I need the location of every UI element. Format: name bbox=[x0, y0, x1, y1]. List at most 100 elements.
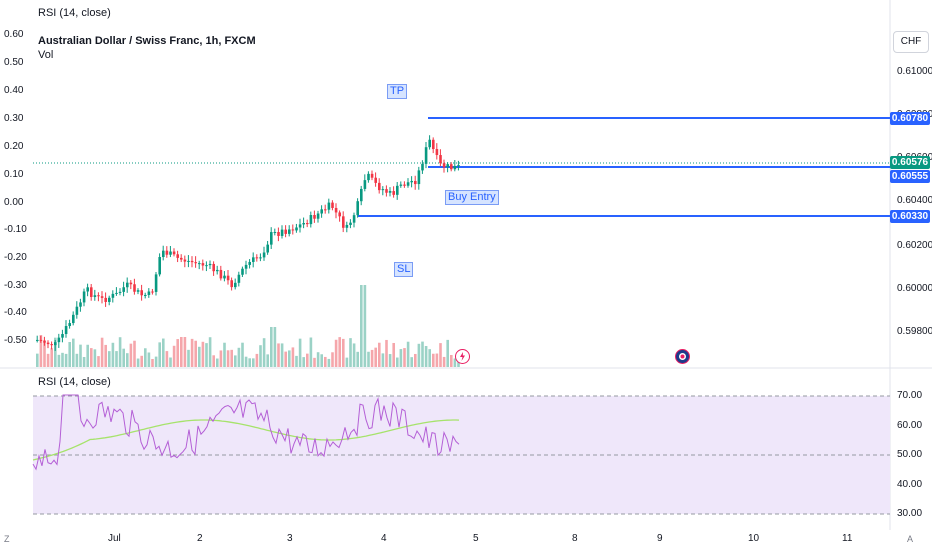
volume-bar bbox=[277, 343, 280, 367]
volume-bar bbox=[122, 348, 125, 367]
candle-body bbox=[403, 184, 406, 186]
left-tick: 0.00 bbox=[4, 197, 24, 208]
volume-bar bbox=[356, 351, 359, 367]
time-tick: 9 bbox=[657, 533, 663, 544]
candle-body bbox=[421, 163, 424, 171]
volume-bar bbox=[176, 339, 179, 367]
candle-body bbox=[136, 290, 140, 292]
volume-bar bbox=[327, 358, 331, 367]
candle-body bbox=[147, 291, 151, 295]
candle-body bbox=[442, 163, 446, 168]
candle-body bbox=[234, 282, 237, 288]
volume-bar bbox=[255, 353, 259, 367]
price-tick: 0.60200 bbox=[897, 240, 932, 251]
volume-bar bbox=[111, 342, 115, 367]
candle-body bbox=[183, 259, 187, 262]
volume-bar bbox=[392, 342, 395, 367]
time-tick: 8 bbox=[572, 533, 578, 544]
volume-bar bbox=[198, 346, 201, 367]
price-tick: 0.61000 bbox=[897, 66, 932, 77]
sl-annotation[interactable]: SL bbox=[394, 262, 414, 277]
candle-body bbox=[75, 306, 79, 315]
candle-body bbox=[327, 202, 331, 210]
volume-bar bbox=[183, 337, 187, 367]
volume-bar bbox=[212, 355, 215, 367]
volume-bar bbox=[345, 357, 349, 367]
candle-body bbox=[43, 340, 46, 343]
candle-body bbox=[259, 257, 262, 259]
volume-legend[interactable]: Vol bbox=[38, 49, 54, 61]
candle-body bbox=[57, 337, 61, 343]
currency-button[interactable]: CHF bbox=[893, 31, 929, 53]
lightning-icon[interactable] bbox=[455, 349, 470, 364]
volume-bar bbox=[133, 340, 136, 367]
candle-body bbox=[302, 222, 305, 225]
last-price-label: 0.60576 bbox=[890, 156, 930, 169]
candle-body bbox=[144, 294, 147, 296]
volume-bar bbox=[205, 343, 208, 367]
auto-scale-corner[interactable]: A bbox=[907, 534, 914, 544]
volume-bar bbox=[410, 357, 413, 367]
volume-bar bbox=[406, 341, 410, 367]
volume-bars bbox=[36, 285, 460, 367]
volume-bar bbox=[126, 353, 129, 367]
candle-body bbox=[396, 185, 399, 195]
volume-bar bbox=[352, 343, 356, 367]
sl-price-label[interactable]: 0.60330 bbox=[890, 210, 930, 223]
candle-body bbox=[82, 291, 86, 303]
volume-bar bbox=[82, 357, 86, 367]
candle-body bbox=[198, 263, 201, 265]
time-tick: 10 bbox=[748, 533, 760, 544]
candle-body bbox=[439, 155, 442, 164]
symbol-title[interactable]: Australian Dollar / Swiss Franc, 1h, FXC… bbox=[38, 35, 256, 47]
candle-body bbox=[212, 263, 215, 272]
rsi-tick: 50.00 bbox=[897, 449, 923, 460]
rsi-tick: 30.00 bbox=[897, 508, 923, 519]
volume-bar bbox=[298, 338, 302, 367]
volume-bar bbox=[446, 339, 449, 367]
candle-body bbox=[349, 222, 352, 225]
timezone-corner[interactable]: Z bbox=[4, 534, 10, 544]
candle-body bbox=[262, 252, 266, 258]
candle-body bbox=[406, 182, 410, 186]
candle-body bbox=[306, 222, 309, 225]
volume-bar bbox=[421, 341, 424, 367]
candle-body bbox=[381, 189, 385, 191]
candle-body bbox=[201, 263, 205, 266]
candle-body bbox=[457, 165, 460, 167]
volume-bar bbox=[291, 347, 295, 367]
tp-price-label[interactable]: 0.60780 bbox=[890, 112, 930, 125]
volume-bar bbox=[424, 346, 428, 367]
candle-body bbox=[374, 177, 377, 183]
volume-bar bbox=[172, 345, 176, 367]
time-tick: 5 bbox=[473, 533, 479, 544]
volume-bar bbox=[151, 358, 154, 367]
volume-bar bbox=[270, 327, 273, 367]
volume-bar bbox=[439, 343, 442, 367]
flag-event-icon[interactable] bbox=[675, 349, 690, 364]
candle-body bbox=[187, 260, 190, 262]
candle-body bbox=[64, 326, 68, 335]
candle-body bbox=[320, 209, 323, 214]
volume-bar bbox=[244, 356, 248, 367]
tp-annotation[interactable]: TP bbox=[387, 84, 408, 99]
volume-bar bbox=[208, 337, 212, 367]
candle-body bbox=[334, 207, 338, 213]
volume-bar bbox=[403, 348, 406, 367]
candle-body bbox=[280, 229, 284, 236]
volume-bar bbox=[432, 353, 435, 367]
volume-bar bbox=[68, 341, 71, 367]
candlesticks bbox=[36, 135, 460, 351]
buy-entry-annotation[interactable]: Buy Entry bbox=[445, 190, 499, 205]
candle-body bbox=[450, 164, 453, 170]
volume-bar bbox=[266, 354, 269, 367]
volume-bar bbox=[234, 355, 237, 367]
volume-bar bbox=[39, 335, 43, 367]
candle-body bbox=[324, 209, 327, 211]
candle-body bbox=[392, 191, 395, 195]
volume-bar bbox=[241, 342, 244, 367]
rsi-legend[interactable]: RSI (14, close) bbox=[38, 376, 111, 388]
entry-price-label[interactable]: 0.60555 bbox=[890, 170, 930, 183]
candle-body bbox=[158, 257, 161, 275]
